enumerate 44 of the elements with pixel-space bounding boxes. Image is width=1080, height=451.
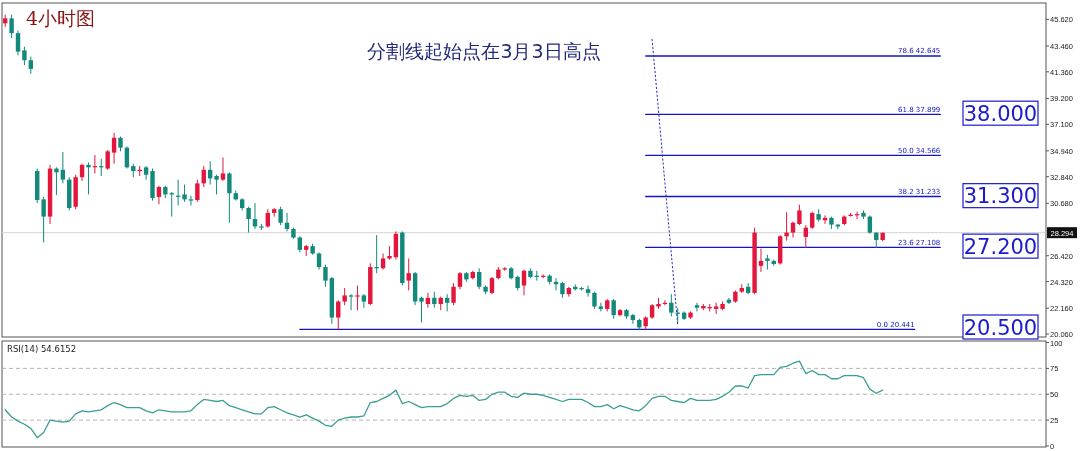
- candlestick: [188, 195, 194, 207]
- candlestick: [323, 264, 328, 288]
- candlestick: [476, 267, 482, 290]
- candlestick: [105, 149, 110, 171]
- candlestick: [758, 248, 764, 273]
- candlestick: [348, 293, 354, 311]
- line-series: [651, 38, 679, 326]
- candlestick: [598, 302, 604, 312]
- candlestick: [713, 302, 719, 315]
- candlestick: [156, 185, 162, 205]
- annotation: 分割线起始点在3月3日高点: [367, 40, 601, 62]
- candlestick: [54, 166, 59, 196]
- candlestick: [867, 214, 873, 235]
- candlestick: [406, 257, 411, 291]
- candlestick: [355, 285, 360, 311]
- candlestick: [521, 269, 527, 296]
- candlestick: [15, 30, 21, 56]
- candlestick: [278, 206, 283, 226]
- candlestick: [86, 161, 91, 195]
- candlestick: [246, 206, 251, 234]
- candlestick: [336, 299, 341, 331]
- candlestick: [444, 293, 450, 312]
- candlestick: [195, 179, 200, 203]
- candlestick: [585, 285, 591, 298]
- candlestick: [361, 293, 367, 309]
- candlestick: [611, 298, 616, 320]
- candlestick: [669, 293, 674, 317]
- line-series: [4, 360, 884, 439]
- candlestick: [22, 46, 27, 66]
- candlestick: [451, 282, 456, 306]
- candlestick: [227, 171, 232, 224]
- candlestick: [374, 234, 379, 274]
- candlestick: [630, 313, 636, 325]
- chart-title: 4小时图: [26, 7, 96, 29]
- candlestick: [60, 151, 66, 184]
- candlestick: [784, 211, 789, 242]
- candlestick: [214, 174, 219, 195]
- candlestick: [41, 196, 46, 243]
- candlestick: [419, 296, 424, 323]
- candlestick: [797, 204, 802, 226]
- candlestick: [694, 302, 700, 312]
- candlestick: [111, 132, 117, 165]
- chart-title: RSI(14) 54.6152: [7, 344, 77, 354]
- candlestick: [9, 14, 14, 39]
